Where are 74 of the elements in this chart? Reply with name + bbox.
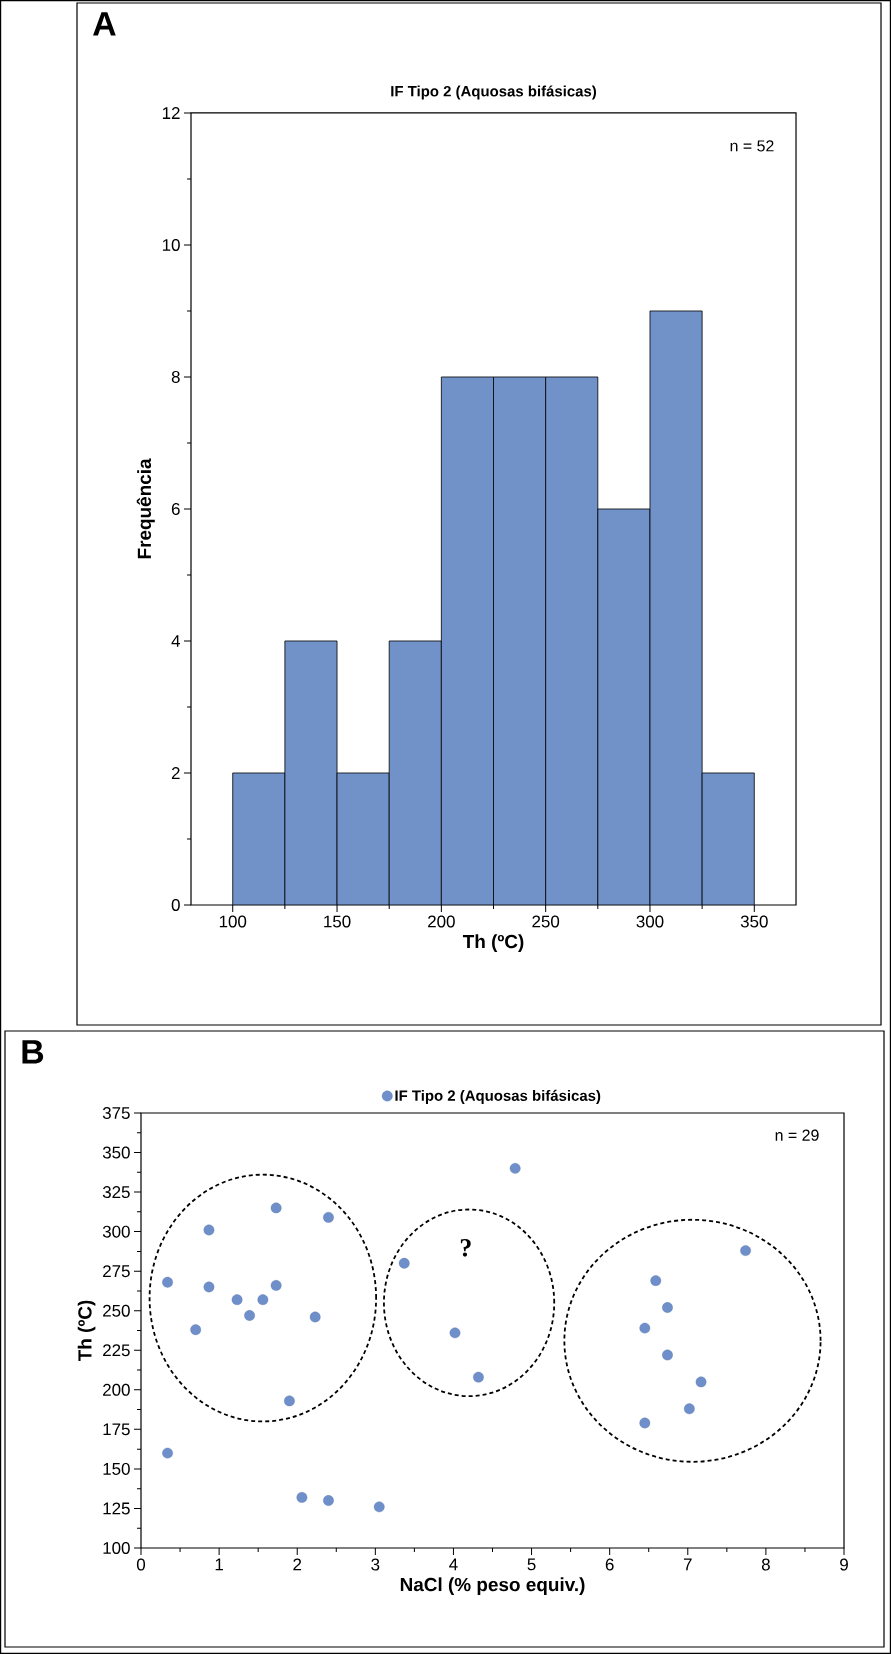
x-tick-label: 1 bbox=[215, 1558, 223, 1571]
point bbox=[650, 1275, 662, 1287]
y-tick-label: 4 bbox=[171, 635, 180, 647]
y-tick-label: 300 bbox=[102, 1225, 130, 1238]
x-tick-label: 2 bbox=[293, 1558, 302, 1571]
x-tick-label: 100 bbox=[219, 915, 247, 928]
y-tick-label: 150 bbox=[103, 1462, 130, 1475]
x-tick-label: 300 bbox=[636, 915, 664, 928]
y-tick-label: 375 bbox=[102, 1106, 130, 1119]
point bbox=[662, 1349, 673, 1361]
text: A bbox=[93, 12, 116, 36]
point bbox=[662, 1302, 673, 1313]
point bbox=[695, 1376, 707, 1388]
y-tick-label: 2 bbox=[171, 767, 180, 779]
point bbox=[323, 1212, 334, 1223]
point bbox=[740, 1245, 751, 1256]
y-tick-label: 8 bbox=[171, 370, 180, 383]
y-tick-label: 6 bbox=[171, 502, 180, 515]
point bbox=[270, 1280, 282, 1291]
y-tick-label: 175 bbox=[103, 1423, 130, 1436]
chart-title: IF Tipo 2 (Aquosas bifásicas) bbox=[391, 85, 597, 100]
x-tick-label: 200 bbox=[428, 915, 455, 928]
x-tick-label: 7 bbox=[683, 1558, 692, 1571]
point bbox=[162, 1447, 173, 1459]
point bbox=[284, 1395, 295, 1407]
point bbox=[373, 1501, 385, 1513]
point bbox=[162, 1276, 173, 1288]
annotation: n = 29 bbox=[775, 1129, 819, 1141]
point bbox=[296, 1492, 308, 1503]
y-tick-label: 325 bbox=[102, 1186, 130, 1199]
point bbox=[257, 1294, 269, 1305]
point bbox=[509, 1163, 521, 1174]
y-tick-label: 250 bbox=[103, 1304, 130, 1317]
point bbox=[270, 1202, 282, 1214]
point bbox=[449, 1327, 461, 1339]
point bbox=[398, 1257, 410, 1269]
x-tick-label: 150 bbox=[324, 915, 351, 928]
point bbox=[639, 1417, 651, 1429]
x-axis-title: NaCl (% peso equiv.) bbox=[400, 1577, 585, 1595]
point bbox=[231, 1294, 243, 1305]
y-tick-label: 100 bbox=[103, 1542, 130, 1554]
y-tick-label: 275 bbox=[103, 1265, 130, 1278]
y-tick-label: 12 bbox=[162, 107, 180, 119]
x-tick-label: 3 bbox=[371, 1558, 380, 1571]
y-tick-label: 10 bbox=[162, 238, 180, 251]
x-tick-label: 0 bbox=[136, 1558, 146, 1571]
point bbox=[323, 1495, 334, 1506]
point bbox=[244, 1310, 255, 1321]
x-axis-title: Th (ºC) bbox=[462, 934, 524, 952]
x-tick-label: 4 bbox=[449, 1558, 458, 1571]
y-tick-label: 200 bbox=[103, 1383, 130, 1396]
x-tick-label: 8 bbox=[761, 1558, 770, 1571]
point bbox=[190, 1324, 202, 1336]
point bbox=[639, 1322, 651, 1334]
legend-label: IF Tipo 2 (Aquosas bifásicas) bbox=[395, 1089, 601, 1104]
y-axis-title: Th (ºC) bbox=[77, 1300, 96, 1362]
x-tick-label: 250 bbox=[532, 915, 560, 928]
x-tick-label: 350 bbox=[740, 915, 768, 928]
point bbox=[203, 1224, 215, 1236]
point bbox=[684, 1403, 695, 1415]
x-tick-label: 6 bbox=[605, 1558, 614, 1571]
y-tick-label: 225 bbox=[103, 1344, 130, 1357]
point bbox=[203, 1281, 215, 1293]
annotation: ? bbox=[460, 1239, 471, 1257]
y-axis-title: Frequência bbox=[136, 458, 155, 559]
x-tick-label: 5 bbox=[527, 1558, 536, 1571]
text: B bbox=[22, 1040, 44, 1064]
point bbox=[309, 1311, 321, 1323]
x-tick-label: 9 bbox=[840, 1558, 848, 1571]
annotation: n = 52 bbox=[730, 140, 774, 152]
y-tick-label: 0 bbox=[171, 898, 180, 911]
y-tick-label: 125 bbox=[103, 1502, 130, 1515]
y-tick-label: 350 bbox=[102, 1146, 130, 1159]
point bbox=[473, 1371, 484, 1383]
